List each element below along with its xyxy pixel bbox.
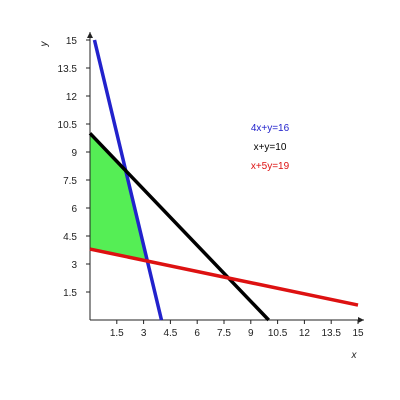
- y-tick-label: 9: [71, 148, 77, 159]
- y-tick-label: 1.5: [63, 288, 77, 299]
- y-tick-label: 6: [71, 204, 77, 215]
- legend-entry: x+y=10: [254, 142, 287, 153]
- series-line-0: [92, 39, 164, 321]
- x-tick-label: 4.5: [163, 328, 177, 339]
- x-tick-label: 6: [194, 328, 200, 339]
- y-tick-label: 13.5: [58, 64, 78, 75]
- y-tick-label: 3: [71, 260, 77, 271]
- series-line-1: [88, 132, 270, 322]
- x-tick-label: 15: [352, 328, 364, 339]
- x-tick-label: 7.5: [217, 328, 231, 339]
- axes-layer: [87, 32, 364, 323]
- x-axis-arrow: [358, 317, 364, 323]
- legend: 4x+y=16 x+y=10 x+5y=19: [251, 123, 290, 172]
- y-tick-label: 4.5: [63, 232, 77, 243]
- x-axis-label: x: [351, 350, 358, 361]
- x-tick-label: 3: [141, 328, 147, 339]
- series-line-2: [89, 247, 359, 307]
- feasible-region-layer: [90, 133, 147, 262]
- y-axis-arrow: [87, 32, 93, 38]
- x-tick-label: 9: [248, 328, 254, 339]
- legend-entry: 4x+y=16: [251, 123, 290, 134]
- legend-entry: x+5y=19: [251, 161, 290, 172]
- y-tick-label: 12: [66, 92, 78, 103]
- y-tick-label: 7.5: [63, 176, 77, 187]
- feasible-region: [90, 133, 147, 262]
- y-axis-label: y: [39, 41, 50, 48]
- y-tick-label: 10.5: [58, 120, 78, 131]
- x-tick-label: 13.5: [321, 328, 341, 339]
- x-tick-label: 10.5: [268, 328, 288, 339]
- ticks-layer: 1.5 3 4.5 6 7.5 9 10.5 12 13.5 15 1.5 3 4.5 6 7.5 9 10.5…: [58, 36, 364, 339]
- series-layer: [88, 39, 359, 322]
- y-tick-label: 15: [66, 36, 78, 47]
- x-tick-label: 1.5: [110, 328, 124, 339]
- x-tick-label: 12: [299, 328, 311, 339]
